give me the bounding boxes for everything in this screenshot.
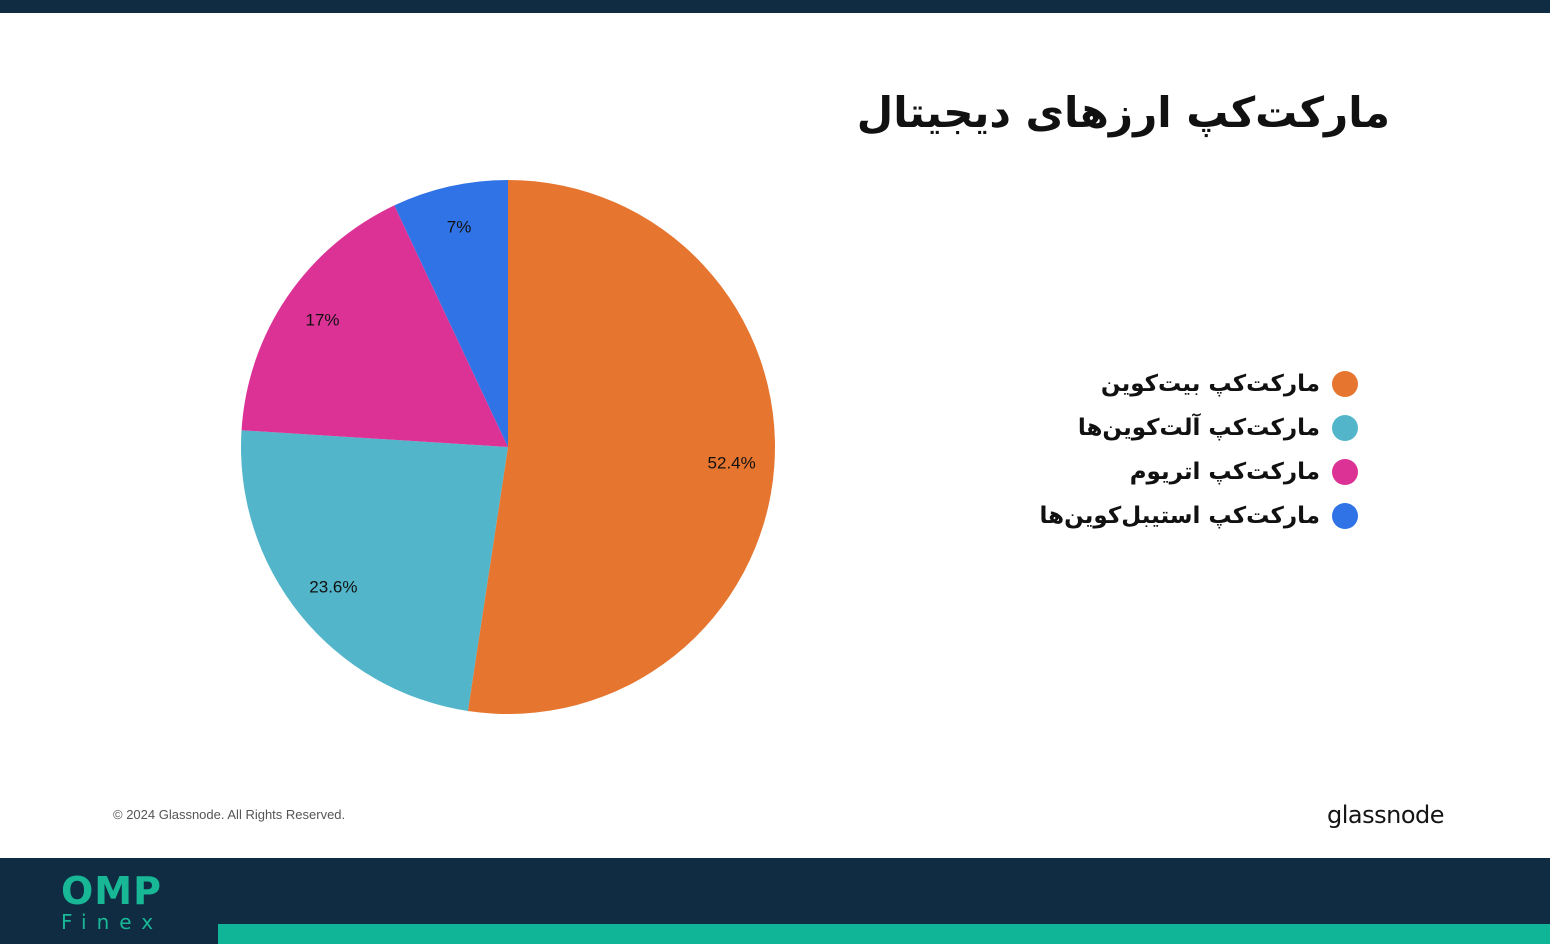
slice-label-1: 52.4% [708, 453, 756, 472]
slice-label-2: 23.6% [309, 577, 357, 596]
top-bar [0, 0, 1550, 13]
glassnode-logo: glassnode [1326, 801, 1445, 829]
pie-slice-4 [394, 180, 508, 447]
legend: مارکت‌کپ بیت‌کوین مارکت‌کپ آلت‌کوین‌ها مار… [1040, 362, 1358, 538]
legend-swatch-3 [1332, 459, 1358, 485]
pie-chart-svg: 52.4% 23.6% 17% 7% [240, 180, 776, 714]
pie-slice-1 [467, 180, 776, 714]
footer-accent-stripe [218, 924, 1550, 944]
pie-slice-3 [241, 205, 508, 447]
legend-swatch-4 [1332, 503, 1358, 529]
footer-bar: OMP Finex [0, 858, 1550, 944]
pie-chart: 52.4% 23.6% 17% 7% [230, 170, 786, 726]
legend-item-4: مارکت‌کپ استیبل‌کوین‌ها [1040, 494, 1358, 538]
copyright-text: © 2024 Glassnode. All Rights Reserved. [113, 807, 346, 822]
pie-slice-2 [240, 430, 508, 711]
legend-label-4: مارکت‌کپ استیبل‌کوین‌ها [1039, 503, 1320, 529]
legend-label-3: مارکت‌کپ اتریوم [1129, 459, 1320, 485]
legend-swatch-1 [1332, 371, 1358, 397]
omp-finex-logo: OMP Finex [61, 872, 163, 933]
legend-swatch-2 [1332, 415, 1358, 441]
brand-subtitle: Finex [61, 910, 164, 934]
legend-label-1: مارکت‌کپ بیت‌کوین [1100, 371, 1320, 397]
brand-name: OMP [61, 869, 162, 913]
legend-item-1: مارکت‌کپ بیت‌کوین [1040, 362, 1358, 406]
slice-label-4: 7% [447, 218, 472, 237]
legend-item-3: مارکت‌کپ اتریوم [1040, 450, 1358, 494]
legend-label-2: مارکت‌کپ آلت‌کوین‌ها [1077, 415, 1320, 441]
slice-label-3: 17% [305, 310, 339, 329]
chart-title: مارکت‌کپ ارزهای دیجیتال [856, 88, 1390, 137]
legend-item-2: مارکت‌کپ آلت‌کوین‌ها [1040, 406, 1358, 450]
